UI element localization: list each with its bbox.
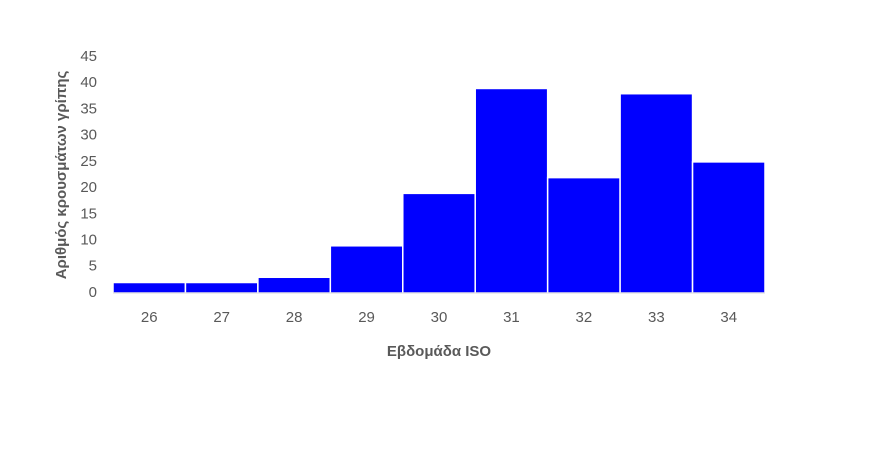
y-tick-label: 25 — [80, 153, 97, 170]
y-tick-label: 35 — [80, 100, 97, 117]
x-tick-label: 29 — [358, 309, 375, 326]
x-tick-label: 26 — [141, 309, 158, 326]
y-axis-title: Αριθμός κρουσμάτων γρίπης — [53, 71, 70, 280]
x-tick-label: 27 — [213, 309, 230, 326]
y-tick-label: 10 — [80, 232, 97, 249]
bar — [691, 161, 766, 294]
bar — [112, 281, 187, 294]
y-tick-label: 20 — [80, 179, 97, 196]
x-tick-label: 30 — [431, 309, 448, 326]
bar — [257, 276, 332, 294]
bar — [184, 281, 259, 294]
x-axis-title: Εβδομάδα ISO — [387, 343, 491, 360]
y-tick-label: 5 — [89, 258, 97, 275]
bar — [619, 92, 694, 294]
x-tick-label: 28 — [286, 309, 303, 326]
x-tick-label: 34 — [720, 309, 737, 326]
x-tick-label: 32 — [576, 309, 593, 326]
y-tick-label: 0 — [89, 284, 97, 301]
x-tick-label: 33 — [648, 309, 665, 326]
y-tick-label: 45 — [80, 48, 97, 65]
bar — [546, 176, 621, 294]
bar — [474, 87, 549, 294]
y-tick-label: 40 — [80, 74, 97, 91]
x-tick-label: 31 — [503, 309, 520, 326]
bar — [329, 245, 404, 294]
y-tick-label: 30 — [80, 127, 97, 144]
y-tick-label: 15 — [80, 205, 97, 222]
bar — [402, 192, 476, 294]
